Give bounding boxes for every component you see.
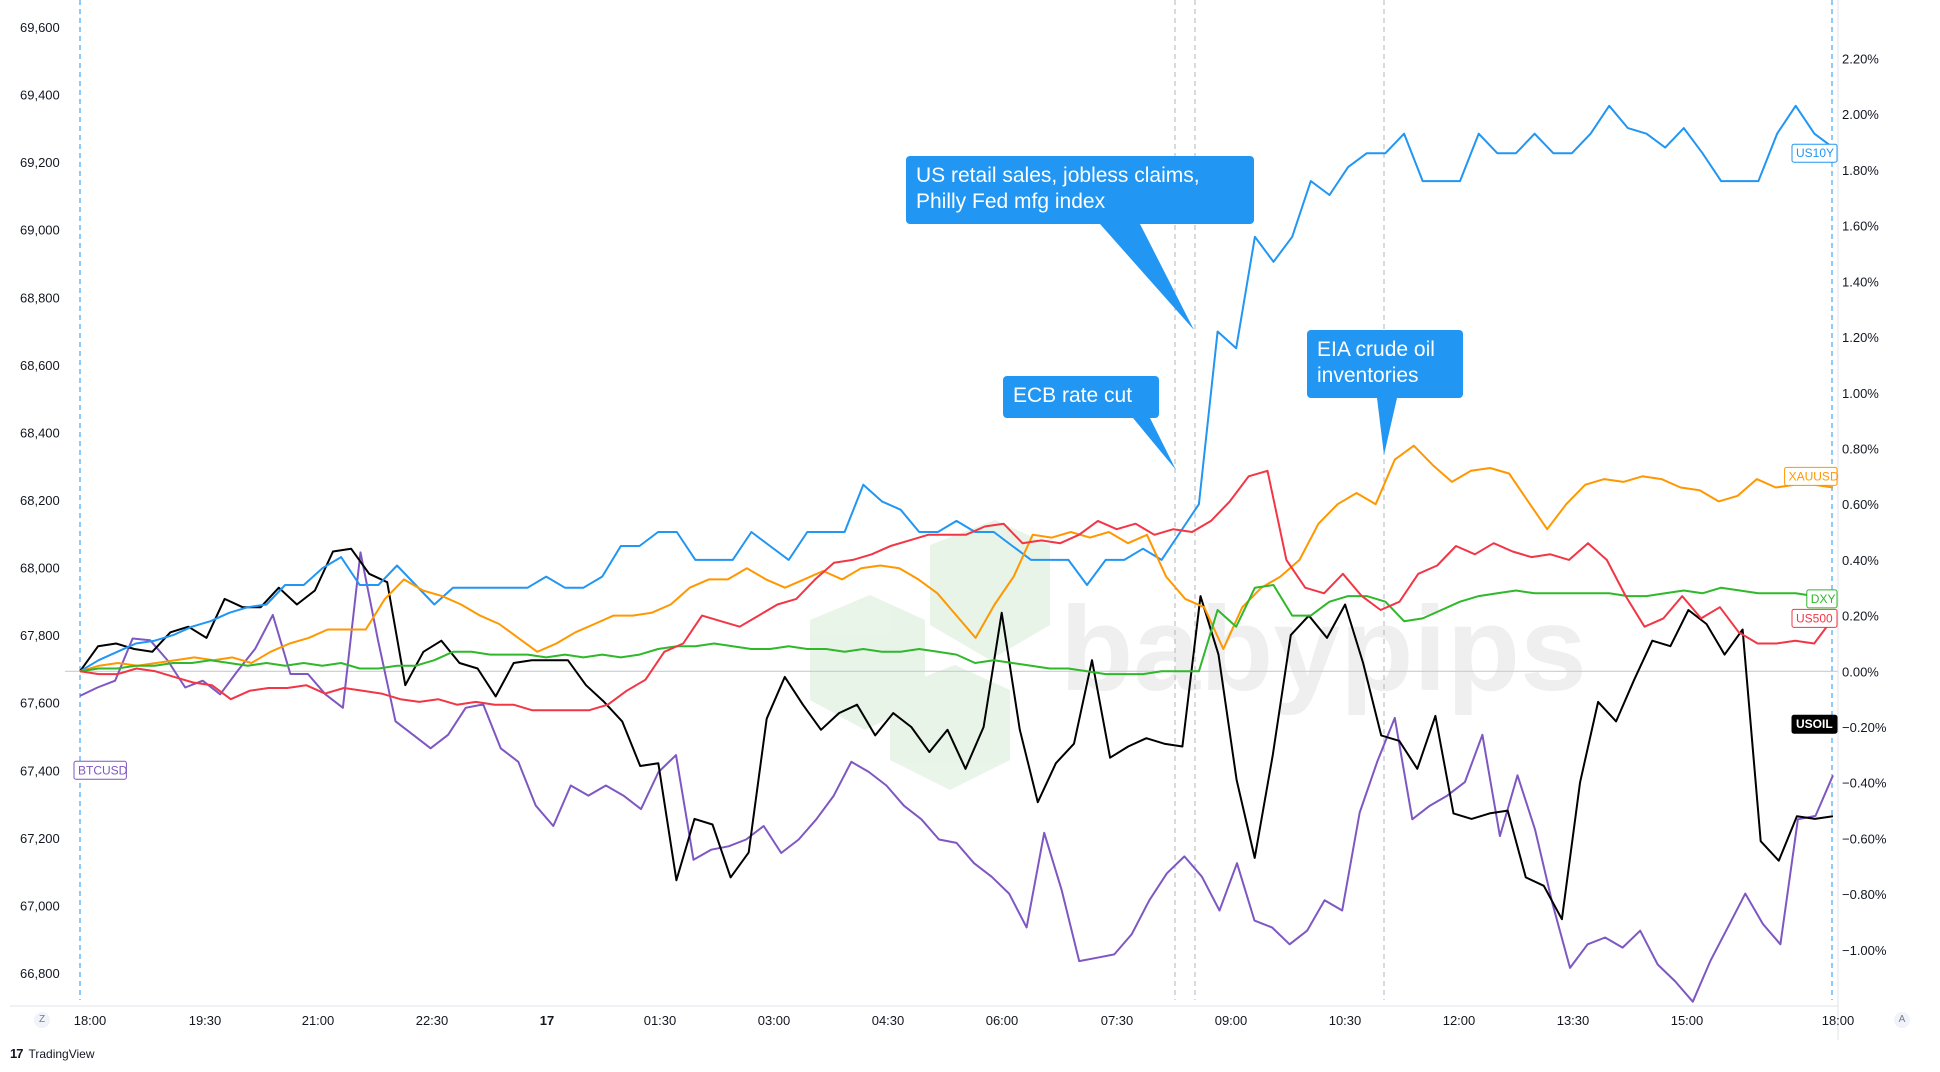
time-axis-tick-label: 15:00	[1671, 1013, 1704, 1028]
left-axis-tick-label: 68,600	[20, 358, 60, 373]
series-tag-usoil	[1791, 714, 1838, 734]
time-axis-tick-label: 03:00	[758, 1013, 791, 1028]
tradingview-brand[interactable]: TradingView	[28, 1046, 95, 1061]
left-axis-tick-label: 67,400	[20, 763, 60, 778]
auto-scale-button-left[interactable]: Z	[34, 1012, 50, 1028]
right-axis-tick-label: 0.00%	[1842, 664, 1879, 679]
time-axis-tick-label: 12:00	[1443, 1013, 1476, 1028]
tradingview-logo-icon[interactable]: 17	[10, 1046, 24, 1061]
right-axis-tick-label: 2.00%	[1842, 107, 1879, 122]
time-axis-tick-label: 18:00	[74, 1013, 107, 1028]
callout-text: EIA crude oil	[1317, 338, 1435, 361]
series-line-btcusd[interactable]	[79, 551, 1834, 1003]
right-percent-axis[interactable]: −1.00% −0.80% −0.60% −0.40% −0.20% 0.00% 0.20%…	[1842, 51, 1887, 957]
series-tag-us10y	[1791, 143, 1838, 163]
time-axis-tick-label: 10:30	[1329, 1013, 1362, 1028]
right-axis-tick-label: −0.80%	[1842, 887, 1887, 902]
left-axis-tick-label: 69,200	[20, 155, 60, 170]
series-line-usoil[interactable]	[79, 547, 1834, 921]
left-axis-tick-label: 69,000	[20, 223, 60, 238]
left-axis-tick-label: 67,200	[20, 831, 60, 846]
svg-text:babypips: babypips	[1060, 582, 1587, 716]
footer: 17 TradingView	[10, 1046, 95, 1061]
left-axis-tick-label: 68,800	[20, 290, 60, 305]
time-axis-tick-label: 04:30	[872, 1013, 905, 1028]
series-tag-btcusd	[73, 760, 127, 780]
time-axis-tick-label: 13:30	[1557, 1013, 1590, 1028]
series-tag-label: XAUUSD	[1789, 469, 1839, 483]
right-axis-tick-label: −0.20%	[1842, 720, 1887, 735]
right-axis-tick-label: 1.60%	[1842, 219, 1879, 234]
annotation-callout[interactable]: ECB rate cut	[1003, 376, 1176, 470]
chart: babypips 66,80067,00067,20067,40067,6006…	[10, 0, 1887, 1040]
right-axis-tick-label: 1.80%	[1842, 163, 1879, 178]
series-tag-dxy	[1806, 589, 1838, 609]
series-tag-label: USOIL	[1796, 717, 1833, 731]
time-axis-tick-label: 01:30	[644, 1013, 677, 1028]
left-axis-tick-label: 69,400	[20, 88, 60, 103]
right-axis-tick-label: −0.60%	[1842, 831, 1887, 846]
left-price-axis[interactable]: 66,800 67,000 67,200 67,400 67,600 67,800 68,0…	[20, 20, 60, 981]
series-tag-us500	[1791, 608, 1838, 628]
time-axis-tick-label: 18:00	[1822, 1013, 1855, 1028]
left-axis-tick-label: 68,000	[20, 561, 60, 576]
right-axis-tick-label: 1.40%	[1842, 274, 1879, 289]
time-axis-tick-label: 07:30	[1101, 1013, 1134, 1028]
right-axis-tick-label: 0.40%	[1842, 553, 1879, 568]
annotation-callout[interactable]: US retail sales, jobless claims, Philly F…	[906, 156, 1254, 330]
left-axis-tick-label: 67,600	[20, 696, 60, 711]
auto-scale-button-right[interactable]: A	[1894, 1012, 1910, 1028]
callout-pointer	[1100, 224, 1194, 330]
series-tag-label: DXY	[1811, 592, 1836, 606]
time-axis[interactable]: 18:00 19:30 21:00 22:30 17 01:30 03:00 04:30 06:…	[74, 1013, 1855, 1028]
left-axis-tick-label: 68,200	[20, 493, 60, 508]
left-axis-tick-label: 66,800	[20, 966, 60, 981]
babypips-watermark: babypips	[810, 520, 1587, 790]
left-axis-tick-label: 68,400	[20, 425, 60, 440]
time-axis-tick-label: 22:30	[416, 1013, 449, 1028]
right-axis-tick-label: −1.00%	[1842, 943, 1887, 958]
annotation-callout[interactable]: EIA crude oil inventories	[1307, 330, 1463, 455]
series-line-dxy[interactable]	[79, 584, 1834, 676]
right-axis-tick-label: −0.40%	[1842, 776, 1887, 791]
series-tag-label: BTCUSD	[78, 763, 128, 777]
time-axis-tick-label: 06:00	[986, 1013, 1019, 1028]
callout-text: Philly Fed mfg index	[916, 190, 1106, 213]
series-tag-label: US500	[1796, 611, 1833, 625]
right-axis-tick-label: 0.60%	[1842, 497, 1879, 512]
right-axis-tick-label: 1.20%	[1842, 330, 1879, 345]
callout-pointer	[1133, 418, 1176, 470]
callout-text: US retail sales, jobless claims,	[916, 164, 1200, 187]
right-axis-tick-label: 0.20%	[1842, 609, 1879, 624]
series-tag-xauusd	[1784, 466, 1838, 486]
series-line-us10y[interactable]	[79, 104, 1834, 673]
callout-text: inventories	[1317, 364, 1419, 387]
time-axis-tick-label: 09:00	[1215, 1013, 1248, 1028]
left-axis-tick-label: 67,800	[20, 628, 60, 643]
right-axis-tick-label: 2.20%	[1842, 51, 1879, 66]
callout-box	[906, 156, 1254, 224]
series-line-xauusd[interactable]	[79, 444, 1834, 673]
series-tag-label: US10Y	[1796, 146, 1834, 160]
callout-box	[1003, 376, 1159, 418]
right-axis-tick-label: 0.80%	[1842, 441, 1879, 456]
callout-box	[1307, 330, 1463, 398]
left-axis-tick-label: 67,000	[20, 898, 60, 913]
time-axis-tick-label: 17	[540, 1013, 554, 1028]
callout-text: ECB rate cut	[1013, 384, 1132, 407]
callout-pointer	[1377, 398, 1397, 455]
time-axis-tick-label: 21:00	[302, 1013, 335, 1028]
series-line-us500[interactable]	[79, 469, 1834, 712]
left-axis-tick-label: 69,600	[20, 20, 60, 35]
time-axis-tick-label: 19:30	[189, 1013, 222, 1028]
right-axis-tick-label: 1.00%	[1842, 386, 1879, 401]
